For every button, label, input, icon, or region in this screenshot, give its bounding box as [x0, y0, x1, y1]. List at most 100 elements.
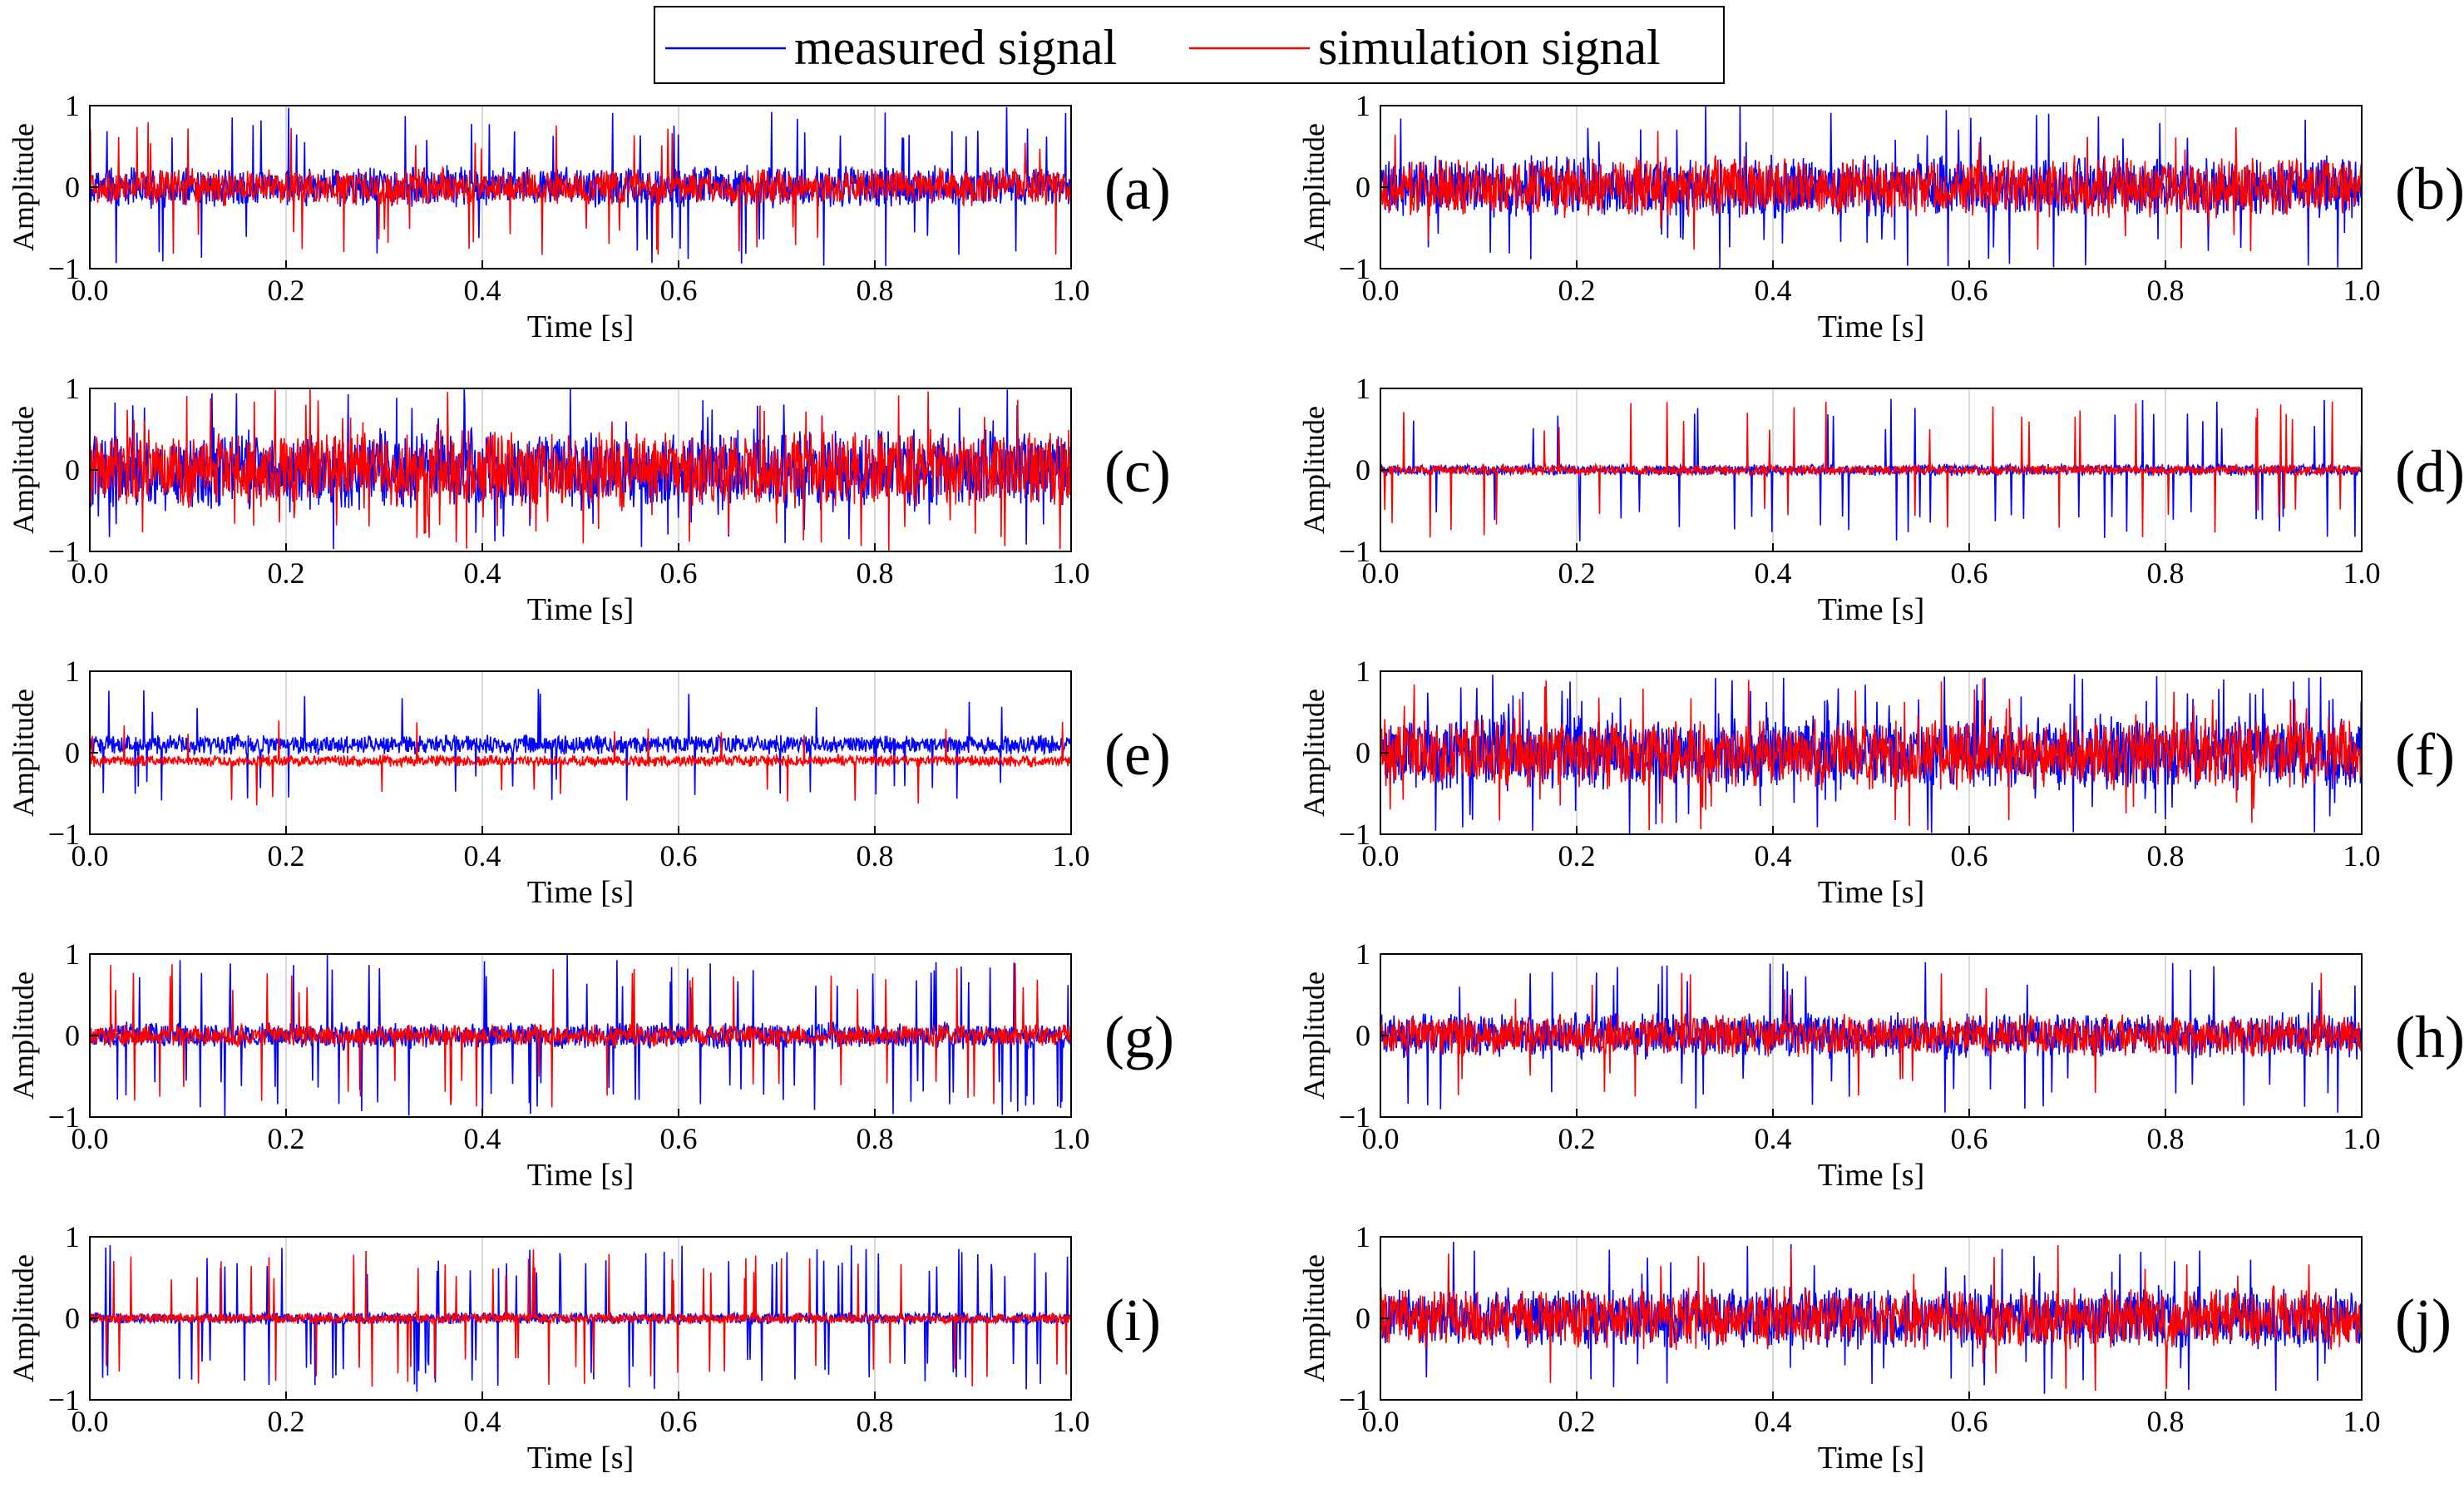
panel-label: (i): [1104, 1287, 1161, 1353]
x-tick-label: 0.0: [72, 839, 109, 873]
panel-f: 0.0 0.2 0.4 0.6 0.8 1.0 −1 0 1 Time [s] Amplitude (…: [1297, 655, 2455, 910]
y-tick-label: 1: [1355, 937, 1370, 971]
x-tick-label: 0.0: [1362, 274, 1400, 307]
y-tick-label: 0: [1355, 453, 1370, 487]
x-tick-label: 0.2: [268, 1122, 305, 1155]
y-tick-label: 1: [65, 655, 80, 688]
x-tick-label: 1.0: [1053, 1405, 1090, 1438]
series-simulation-signal: [1380, 127, 2362, 252]
x-tick-label: 0.4: [1755, 274, 1792, 307]
legend-box: [654, 6, 1725, 84]
series-simulation-signal: [90, 720, 1071, 806]
x-tick-label: 1.0: [1053, 274, 1090, 307]
x-tick-label: 1.0: [2343, 274, 2381, 307]
y-axis-label: Amplitude: [1297, 406, 1331, 534]
y-tick-label: 0: [1355, 171, 1370, 204]
x-tick-label: 0.6: [1951, 839, 1988, 873]
panels: 0.0 0.2 0.4 0.6 0.8 1.0 −1 0 1 Time [s] Amplitude (…: [7, 89, 2464, 1476]
y-tick-label: −1: [1339, 535, 1370, 568]
x-tick-label: 0.0: [72, 274, 109, 307]
x-tick-label: 1.0: [1053, 1122, 1090, 1155]
x-tick-label: 1.0: [2343, 1405, 2381, 1438]
x-tick-label: 1.0: [1053, 556, 1090, 590]
y-axis-label: Amplitude: [7, 971, 40, 1100]
x-tick-label: 1.0: [2343, 556, 2381, 590]
x-tick-label: 0.8: [2147, 839, 2185, 873]
y-tick-label: −1: [48, 252, 80, 285]
series-simulation-signal: [1380, 1244, 2362, 1392]
x-tick-label: 0.8: [2147, 274, 2185, 307]
x-tick-label: 0.8: [2147, 556, 2185, 590]
x-tick-label: 0.0: [72, 1405, 109, 1438]
y-axis-label: Amplitude: [1297, 123, 1331, 251]
y-tick-label: 0: [1355, 1019, 1370, 1052]
x-axis-label: Time [s]: [1818, 875, 1924, 910]
x-axis-label: Time [s]: [527, 875, 634, 910]
x-tick-label: 0.4: [1755, 556, 1792, 590]
x-tick-label: 0.2: [1558, 556, 1596, 590]
panel-d: 0.0 0.2 0.4 0.6 0.8 1.0 −1 0 1 Time [s] Amplitude (…: [1297, 372, 2464, 627]
x-tick-label: 0.6: [660, 1122, 698, 1155]
y-tick-label: 0: [65, 1302, 80, 1335]
y-tick-label: 1: [65, 89, 80, 122]
x-tick-label: 0.0: [1362, 839, 1400, 873]
y-axis-label: Amplitude: [1297, 971, 1331, 1100]
x-tick-label: 0.0: [72, 556, 109, 590]
x-tick-label: 1.0: [2343, 839, 2381, 873]
panel-label: (j): [2395, 1287, 2452, 1353]
panel-g: 0.0 0.2 0.4 0.6 0.8 1.0 −1 0 1 Time [s] Amplitude (…: [7, 937, 1174, 1193]
series-simulation-signal: [1380, 972, 2362, 1097]
y-tick-label: 0: [1355, 1302, 1370, 1335]
y-tick-label: −1: [48, 1100, 80, 1134]
x-tick-label: 0.4: [464, 274, 501, 307]
panel-label: (d): [2395, 438, 2464, 505]
x-tick-label: 0.2: [1558, 839, 1596, 873]
series-simulation-signal: [90, 1249, 1071, 1387]
panel-label: (c): [1104, 438, 1171, 505]
x-tick-label: 0.2: [268, 556, 305, 590]
y-tick-label: 1: [1355, 1220, 1370, 1253]
x-axis-label: Time [s]: [527, 1158, 634, 1193]
x-tick-label: 0.2: [1558, 274, 1596, 307]
x-tick-label: 0.8: [2147, 1122, 2185, 1155]
y-tick-label: 1: [65, 1220, 80, 1253]
y-tick-label: 1: [1355, 372, 1370, 405]
legend-measured-label: measured signal: [794, 20, 1117, 75]
y-tick-label: 0: [65, 171, 80, 204]
y-axis-label: Amplitude: [7, 689, 40, 817]
y-tick-label: −1: [48, 1383, 80, 1416]
x-axis-label: Time [s]: [1818, 1441, 1924, 1476]
series-simulation-signal: [1380, 678, 2362, 831]
x-tick-label: 1.0: [2343, 1122, 2381, 1155]
x-axis-label: Time [s]: [1818, 309, 1924, 344]
x-tick-label: 0.8: [857, 556, 894, 590]
x-tick-label: 0.8: [857, 274, 894, 307]
panel-a: 0.0 0.2 0.4 0.6 0.8 1.0 −1 0 1 Time [s] Amplitude (…: [7, 89, 1171, 344]
panel-c: 0.0 0.2 0.4 0.6 0.8 1.0 −1 0 1 Time [s] Amplitude (…: [7, 372, 1171, 627]
x-tick-label: 0.6: [1951, 1122, 1988, 1155]
y-tick-label: −1: [1339, 818, 1370, 851]
panel-b: 0.0 0.2 0.4 0.6 0.8 1.0 −1 0 1 Time [s] Amplitude (…: [1297, 89, 2464, 344]
y-axis-label: Amplitude: [7, 406, 40, 534]
y-tick-label: −1: [48, 535, 80, 568]
x-tick-label: 0.4: [1755, 1122, 1792, 1155]
x-tick-label: 0.2: [1558, 1405, 1596, 1438]
y-tick-label: 1: [1355, 655, 1370, 688]
x-tick-label: 0.0: [1362, 1122, 1400, 1155]
x-tick-label: 0.2: [1558, 1122, 1596, 1155]
series-simulation-signal: [90, 121, 1071, 255]
y-tick-label: −1: [48, 818, 80, 851]
x-axis-label: Time [s]: [527, 1441, 634, 1476]
x-tick-label: 0.2: [268, 839, 305, 873]
x-tick-label: 0.4: [1755, 1405, 1792, 1438]
y-axis-label: Amplitude: [1297, 1254, 1331, 1382]
y-tick-label: 1: [65, 937, 80, 971]
y-tick-label: 0: [65, 1019, 80, 1052]
x-axis-label: Time [s]: [527, 592, 634, 627]
x-tick-label: 0.8: [2147, 1405, 2185, 1438]
y-tick-label: 1: [1355, 89, 1370, 122]
x-tick-label: 0.0: [1362, 556, 1400, 590]
x-tick-label: 0.6: [1951, 1405, 1988, 1438]
x-tick-label: 0.6: [1951, 556, 1988, 590]
